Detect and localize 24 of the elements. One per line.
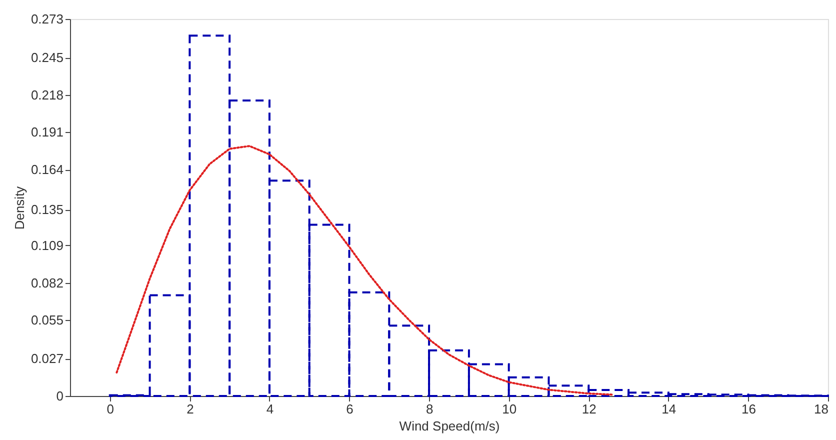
line-series [116,145,614,396]
y-tick-label: 0.164 [30,162,64,178]
x-tick-label: 16 [741,402,756,416]
x-tick-label: 14 [662,402,676,416]
y-tick-label: 0.135 [30,202,64,218]
x-axis-title: Wind Speed(m/s) [399,418,500,434]
x-tick-label: 12 [582,402,596,416]
y-tick-label: 0.273 [30,12,64,26]
y-tick-label: 0.191 [30,124,64,140]
x-tick-label: 18 [814,402,828,416]
x-tick-label: 2 [186,402,194,416]
y-tick-label: 0.027 [30,351,64,366]
y-tick-label: 0.218 [30,87,64,102]
y-tick-label: 0.245 [30,50,64,66]
x-tick-label: 4 [266,402,274,416]
x-tick-label: 6 [346,402,354,416]
y-axis-title: Density [12,186,27,230]
y-tick-label: 0 [56,388,64,404]
y-tick-label: 0.109 [30,238,64,253]
x-tick-label: 0 [106,402,114,416]
y-tick-label: 0.055 [30,312,64,328]
x-tick-label: 8 [426,402,434,416]
x-tick-label: 10 [502,402,517,416]
y-tick-label: 0.082 [30,275,64,290]
